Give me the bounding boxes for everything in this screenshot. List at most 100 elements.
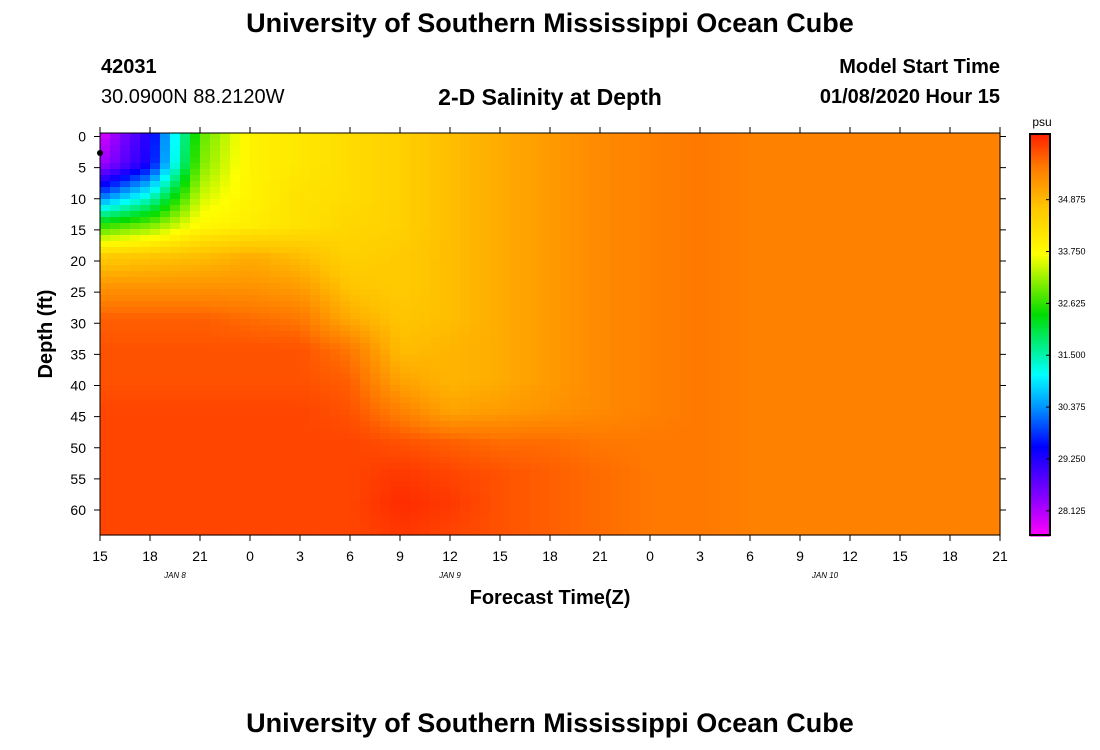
page-title: University of Southern Mississippi Ocean… [246,8,854,38]
heatmap-cell [100,415,111,422]
heatmap-cell [620,373,631,380]
heatmap-cell [730,469,741,476]
heatmap-cell [310,271,321,278]
heatmap-cell [220,511,231,518]
heatmap-cell [120,415,131,422]
heatmap-cell [680,349,691,356]
heatmap-cell [660,295,671,302]
heatmap-cell [550,445,561,452]
heatmap-cell [220,433,231,440]
heatmap-cell [300,475,311,482]
heatmap-cell [140,133,151,140]
heatmap-cell [620,235,631,242]
heatmap-cell [790,445,801,452]
heatmap-cell [260,403,271,410]
heatmap-cell [490,307,501,314]
heatmap-cell [610,505,621,512]
heatmap-cell [220,181,231,188]
heatmap-cell [550,241,561,248]
heatmap-cell [270,343,281,350]
heatmap-cell [130,439,141,446]
heatmap-cell [480,343,491,350]
heatmap-cell [300,505,311,512]
heatmap-cell [640,415,651,422]
heatmap-cell [370,313,381,320]
heatmap-cell [230,511,241,518]
heatmap-cell [690,505,701,512]
heatmap-cell [190,439,201,446]
heatmap-cell [340,223,351,230]
heatmap-cell [760,463,771,470]
heatmap-cell [590,337,601,344]
heatmap-cell [180,181,191,188]
heatmap-cell [390,187,401,194]
heatmap-cell [770,367,781,374]
heatmap-cell [280,469,291,476]
heatmap-cell [290,211,301,218]
heatmap-cell [260,133,271,140]
heatmap-cell [390,157,401,164]
heatmap-cell [140,139,151,146]
heatmap-cell [520,151,531,158]
heatmap-cell [710,145,721,152]
heatmap-cell [170,487,181,494]
heatmap-cell [720,409,731,416]
heatmap-cell [520,331,531,338]
heatmap-cell [230,385,241,392]
heatmap-cell [110,457,121,464]
heatmap-cell [360,523,371,530]
heatmap-cell [680,289,691,296]
heatmap-cell [490,487,501,494]
heatmap-cell [310,205,321,212]
heatmap-cell [530,367,541,374]
heatmap-cell [530,211,541,218]
heatmap-cell [360,511,371,518]
heatmap-cell [710,415,721,422]
heatmap-cell [180,199,191,206]
heatmap-cell [630,517,641,524]
heatmap-cell [260,331,271,338]
heatmap-cell [400,415,411,422]
heatmap-cell [300,523,311,530]
heatmap-cell [790,391,801,398]
heatmap-cell [800,265,811,272]
heatmap-cell [280,481,291,488]
heatmap-cell [600,235,611,242]
heatmap-cell [740,175,751,182]
heatmap-cell [510,169,521,176]
heatmap-cell [590,457,601,464]
heatmap-cell [130,235,141,242]
heatmap-cell [230,487,241,494]
heatmap-cell [740,193,751,200]
heatmap-cell [150,289,161,296]
heatmap-cell [750,397,761,404]
heatmap-cell [230,235,241,242]
heatmap-cell [620,271,631,278]
heatmap-cell [280,355,291,362]
heatmap-cell [580,349,591,356]
heatmap-cell [650,529,661,536]
heatmap-cell [680,415,691,422]
heatmap-cell [160,139,171,146]
heatmap-cell [520,469,531,476]
heatmap-cell [420,493,431,500]
heatmap-cell [450,133,461,140]
heatmap-cell [600,379,611,386]
heatmap-cell [520,325,531,332]
heatmap-cell [460,475,471,482]
heatmap-cell [300,169,311,176]
heatmap-cell [320,445,331,452]
heatmap-cell [230,475,241,482]
heatmap-cell [370,145,381,152]
heatmap-cell [160,505,171,512]
heatmap-cell [750,433,761,440]
heatmap-cell [400,157,411,164]
heatmap-cell [710,283,721,290]
heatmap-cell [380,355,391,362]
heatmap-cell [400,319,411,326]
heatmap-cell [580,133,591,140]
heatmap-cell [670,181,681,188]
heatmap-cell [350,271,361,278]
heatmap-cell [570,241,581,248]
heatmap-cell [350,421,361,428]
